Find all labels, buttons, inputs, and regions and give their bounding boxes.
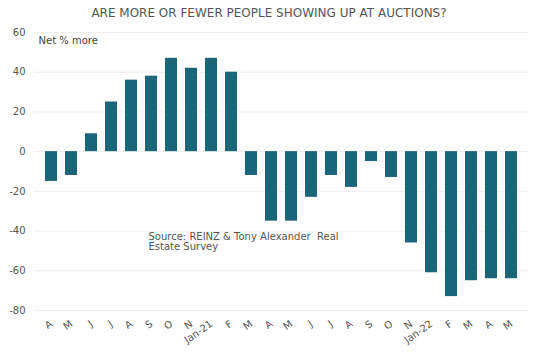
svg-text:F: F (443, 318, 454, 330)
svg-text:O: O (382, 318, 395, 332)
svg-text:Jan-22: Jan-22 (401, 318, 434, 346)
svg-text:O: O (162, 318, 175, 332)
svg-text:A: A (263, 318, 275, 331)
svg-text:N: N (182, 318, 195, 332)
svg-text:-60: -60 (9, 265, 25, 276)
svg-text:N: N (402, 318, 415, 332)
html-text:ARE MORE OR FEWER PEOPLE SHOWI: ARE MORE OR FEWER PEOPLE SHOWING UP AT A… (91, 6, 447, 20)
svg-text:J: J (325, 318, 335, 329)
svg-text:S: S (143, 318, 155, 331)
svg-text:J: J (305, 318, 315, 329)
svg-text:60: 60 (13, 27, 26, 38)
svg-text:M: M (241, 318, 254, 332)
svg-text:M: M (281, 318, 294, 332)
svg-text:M: M (461, 318, 474, 332)
svg-text:-80: -80 (9, 305, 25, 316)
svg-text:M: M (61, 318, 74, 332)
svg-text:S: S (363, 318, 375, 331)
svg-text:A: A (343, 318, 355, 331)
svg-text:M: M (501, 318, 514, 332)
svg-text:J: J (85, 318, 95, 329)
svg-text:F: F (223, 318, 234, 330)
svg-text:0: 0 (19, 146, 25, 157)
svg-text:-20: -20 (9, 186, 25, 197)
svg-text:Source: REINZ & Tony Alexander: Source: REINZ & Tony Alexander RealEstat… (149, 231, 339, 252)
svg-text:A: A (123, 318, 135, 331)
svg-text:Jan-21: Jan-21 (181, 318, 214, 346)
svg-text:20: 20 (13, 106, 26, 117)
svg-text:Net % more: Net % more (39, 35, 98, 46)
svg-text:A: A (483, 318, 495, 331)
svg-text:-40: -40 (9, 225, 25, 236)
svg-text:40: 40 (13, 66, 26, 77)
svg-text:A: A (43, 318, 55, 331)
svg-text:J: J (105, 318, 115, 329)
